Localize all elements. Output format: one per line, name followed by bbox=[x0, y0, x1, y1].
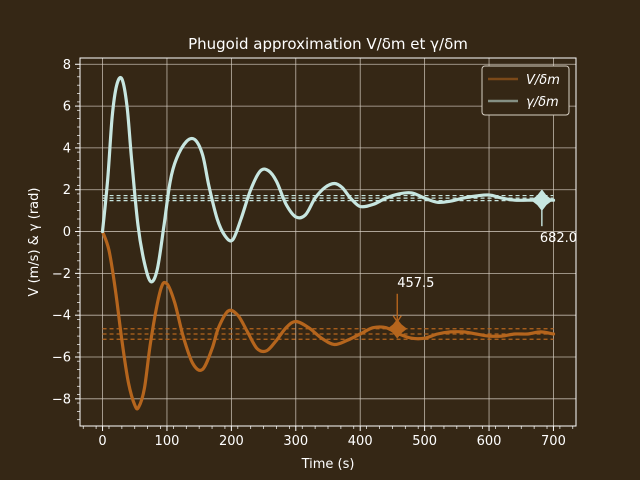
annotation-label-v: 457.5 bbox=[397, 276, 434, 291]
marker-v bbox=[387, 318, 408, 339]
series-line-gamma bbox=[100, 75, 556, 284]
x-tick-label: 400 bbox=[348, 434, 373, 449]
y-tick-label: 2 bbox=[63, 183, 71, 198]
reference-lines bbox=[102, 194, 554, 340]
legend-label-v: V/δm bbox=[526, 73, 560, 88]
series-layer bbox=[100, 75, 556, 411]
y-tick-label: 0 bbox=[63, 225, 71, 240]
x-tick-label: 700 bbox=[541, 434, 566, 449]
y-tick-label: −4 bbox=[52, 309, 71, 324]
y-tick-label: 4 bbox=[63, 141, 71, 156]
series-line-V bbox=[100, 229, 556, 411]
y-axis-label: V (m/s) & γ (rad) bbox=[27, 188, 42, 297]
x-tick-label: 500 bbox=[412, 434, 437, 449]
x-tick-label: 100 bbox=[155, 434, 180, 449]
y-tick-label: −2 bbox=[52, 267, 71, 282]
y-tick-label: 8 bbox=[63, 58, 71, 73]
y-tick-label: 6 bbox=[63, 100, 71, 115]
x-tick-label: 200 bbox=[219, 434, 244, 449]
chart-title: Phugoid approximation V/δm et γ/δm bbox=[188, 35, 468, 53]
x-tick-label: 300 bbox=[283, 434, 308, 449]
legend-label-gamma: γ/δm bbox=[526, 95, 559, 110]
annotation-label-gamma: 682.0 bbox=[540, 231, 577, 246]
grid bbox=[80, 58, 576, 426]
annotation-arrowhead-v bbox=[392, 315, 402, 324]
x-axis-ticks: 0 100 200 300 400 500 600 700 bbox=[82, 426, 574, 449]
markers: 457.5 682.0 bbox=[387, 189, 577, 339]
x-tick-label: 600 bbox=[477, 434, 502, 449]
legend: V/δm γ/δm bbox=[481, 65, 570, 116]
y-axis-ticks: −8 −6 −4 −2 0 2 4 6 8 bbox=[52, 58, 80, 421]
x-axis-label: Time (s) bbox=[301, 457, 355, 472]
y-tick-label: −6 bbox=[52, 351, 71, 366]
x-tick-label: 0 bbox=[98, 434, 106, 449]
y-tick-label: −8 bbox=[52, 392, 71, 407]
